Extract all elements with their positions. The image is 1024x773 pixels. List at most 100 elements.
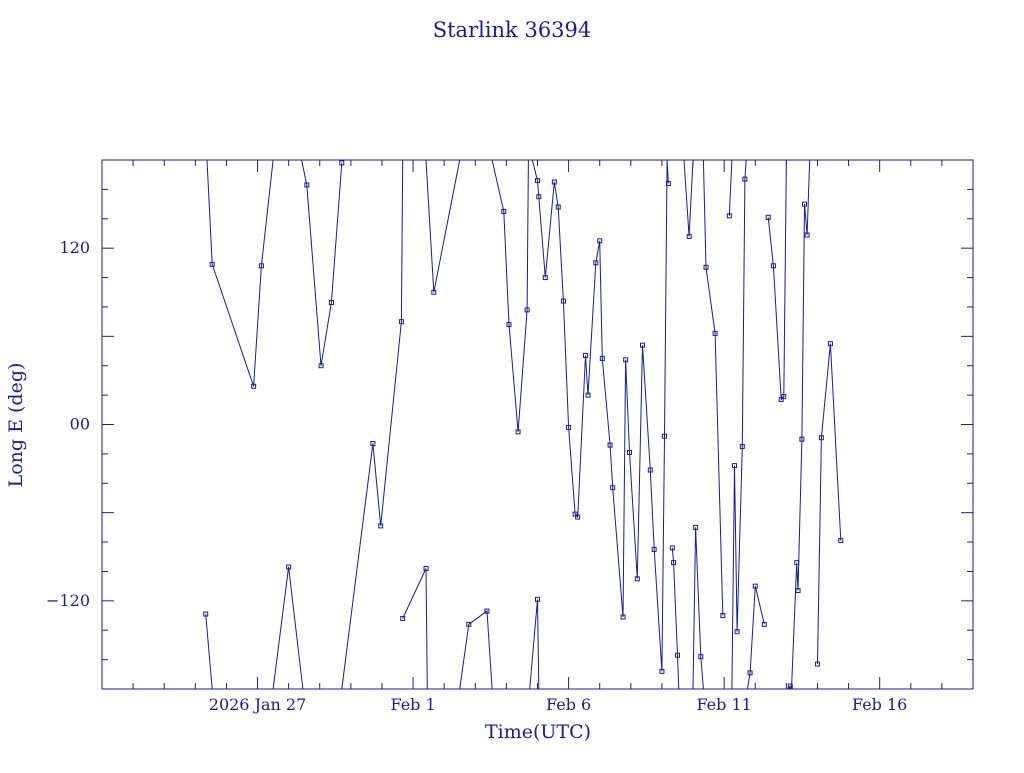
data-point [639, 342, 645, 348]
series-line [728, 159, 733, 216]
data-point [585, 392, 591, 398]
data-point [651, 546, 657, 552]
data-point [209, 261, 215, 267]
data-point [258, 263, 264, 269]
data-point [818, 435, 824, 441]
data-point [739, 444, 745, 450]
data-point [814, 661, 820, 667]
data-point [620, 614, 626, 620]
data-point [802, 201, 808, 207]
data-point [599, 355, 605, 361]
data-point [551, 179, 557, 185]
data-point [752, 583, 758, 589]
data-point [765, 214, 771, 220]
data-point [560, 298, 566, 304]
data-point [665, 181, 671, 187]
series-line [531, 159, 669, 672]
data-point [400, 615, 406, 621]
data-point [597, 238, 603, 244]
series-line [671, 547, 680, 690]
data-point [304, 182, 310, 188]
data-point [703, 264, 709, 270]
data-point [378, 523, 384, 529]
data-point [506, 322, 512, 328]
data-point [535, 596, 540, 602]
data-point [501, 208, 507, 214]
data-point [671, 560, 677, 566]
series-line [692, 527, 704, 690]
data-point [747, 670, 753, 676]
data-point [328, 300, 334, 306]
data-point [647, 467, 653, 473]
data-point [674, 652, 680, 658]
data-point [318, 363, 324, 369]
data-point [524, 307, 530, 313]
data-point [423, 566, 429, 572]
series-layer [203, 159, 844, 690]
data-point [662, 433, 668, 439]
y-axis-ticks [102, 188, 973, 661]
data-point [799, 436, 805, 442]
x-tick-label: Feb 6 [546, 695, 591, 714]
data-point [732, 463, 738, 469]
series-line [731, 159, 747, 690]
data-point [720, 613, 726, 619]
series-line [205, 614, 213, 690]
data-point [795, 588, 801, 594]
data-point [484, 608, 490, 614]
data-point [593, 260, 599, 266]
series-line [702, 159, 724, 616]
data-point [555, 204, 561, 210]
series-line [747, 585, 765, 690]
data-point [566, 424, 572, 430]
data-point [607, 442, 613, 448]
data-point [734, 629, 740, 635]
data-point [515, 429, 521, 435]
data-point [286, 564, 292, 570]
data-point [251, 383, 257, 389]
series-line [459, 610, 493, 690]
data-point [686, 233, 692, 239]
y-axis-label: Long E (deg) [5, 363, 27, 488]
data-point [726, 213, 732, 219]
series-line [206, 159, 274, 387]
y-tick-label: −120 [46, 591, 90, 610]
data-point [370, 441, 376, 447]
data-point [572, 511, 578, 517]
data-point [339, 160, 345, 166]
data-point [610, 485, 616, 491]
series-line [491, 159, 529, 432]
series-line [767, 159, 787, 401]
data-point [575, 514, 581, 520]
series-line [402, 568, 428, 690]
data-point [742, 176, 748, 182]
data-point [838, 538, 844, 544]
data-point [781, 394, 787, 400]
data-point [536, 194, 542, 200]
x-axis-tick-labels: 2026 Jan 27 Feb 1 Feb 6 Feb 11 Feb 16 [209, 695, 908, 714]
x-tick-label: Feb 16 [852, 695, 907, 714]
data-point [778, 397, 784, 403]
data-point [634, 576, 640, 582]
x-tick-label: Feb 1 [390, 695, 435, 714]
data-point [466, 621, 472, 627]
chart-title: Starlink 36394 [433, 18, 592, 42]
data-point [794, 560, 800, 566]
y-tick-label: 120 [59, 238, 90, 257]
data-point [623, 357, 629, 363]
data-point [827, 341, 833, 347]
data-point [698, 654, 704, 660]
x-tick-label: Feb 11 [696, 695, 751, 714]
data-point [582, 352, 588, 358]
series-line [787, 159, 811, 690]
data-point [398, 319, 404, 325]
x-axis-label: Time(UTC) [485, 721, 591, 743]
series-line [301, 159, 343, 366]
series-line [272, 566, 304, 690]
y-axis-tick-labels: 120 00 −120 [46, 238, 90, 610]
data-point [431, 289, 437, 295]
data-point [535, 178, 540, 184]
series-line [341, 159, 404, 690]
